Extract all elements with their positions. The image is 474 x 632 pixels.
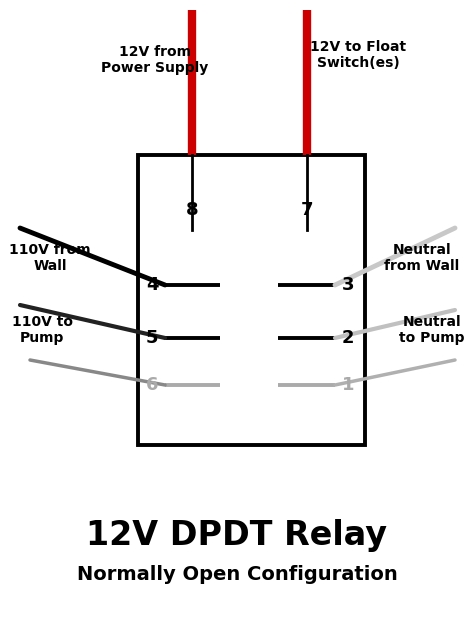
Text: 110V from
Wall: 110V from Wall [9,243,91,273]
Text: 8: 8 [186,201,198,219]
Text: 5: 5 [146,329,158,347]
Text: 3: 3 [342,276,354,294]
Text: 2: 2 [342,329,354,347]
Text: Normally Open Configuration: Normally Open Configuration [77,566,397,585]
Text: 6: 6 [146,376,158,394]
Text: 7: 7 [301,201,313,219]
Text: 4: 4 [146,276,158,294]
Text: 12V from
Power Supply: 12V from Power Supply [101,45,209,75]
Text: 12V DPDT Relay: 12V DPDT Relay [86,518,388,552]
Bar [138,155,365,445]
Text: 1: 1 [342,376,354,394]
Text: 110V to
Pump: 110V to Pump [11,315,73,345]
Text: 12V to Float
Switch(es): 12V to Float Switch(es) [310,40,406,70]
Text: Neutral
to Pump: Neutral to Pump [399,315,465,345]
Text: Neutral
from Wall: Neutral from Wall [384,243,460,273]
